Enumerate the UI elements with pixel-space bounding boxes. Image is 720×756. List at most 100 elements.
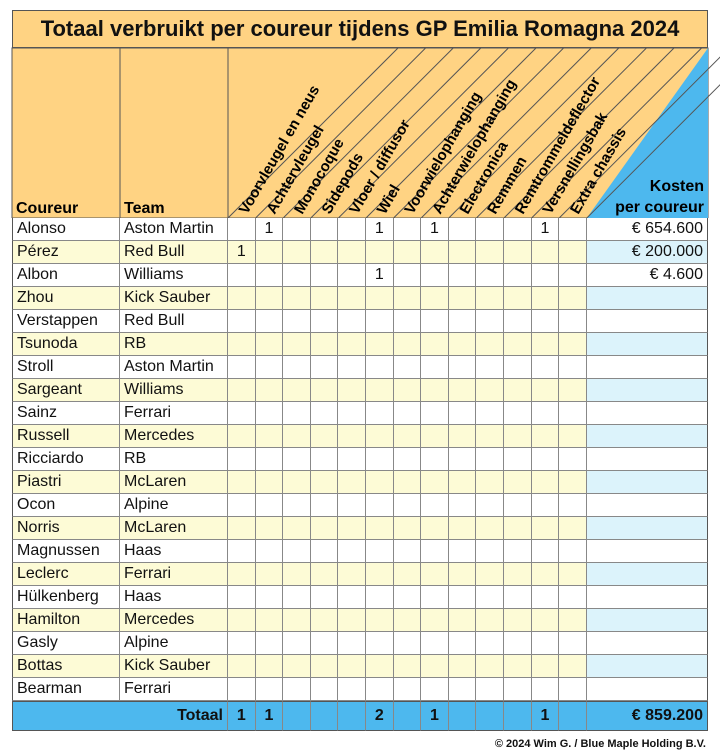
cost-cell: € 200.000 [586, 241, 708, 264]
table-title: Totaal verbruikt per coureur tijdens GP … [12, 10, 708, 48]
part-count-cell [255, 471, 284, 494]
part-count-cell [421, 586, 449, 609]
part-count-cell: 1 [421, 218, 449, 241]
part-count-cell [448, 287, 477, 310]
part-count-cell [421, 471, 449, 494]
part-count-cell [338, 494, 366, 517]
part-count-cell [283, 517, 311, 540]
part-count-cell [559, 356, 587, 379]
part-count-cell: 1 [255, 218, 284, 241]
part-count-cell [310, 609, 339, 632]
total-part-cell: 2 [366, 701, 394, 731]
part-count-cell [559, 333, 587, 356]
part-count-cell [476, 310, 504, 333]
part-count-cell [228, 586, 256, 609]
part-count-cell [421, 333, 449, 356]
part-count-cell [255, 563, 284, 586]
part-count-cell [366, 632, 394, 655]
team-cell: Alpine [120, 494, 228, 517]
part-count-cell [338, 448, 366, 471]
part-count-cell [228, 517, 256, 540]
part-count-cell [448, 586, 477, 609]
part-count-cell [476, 287, 504, 310]
part-count-cell [531, 379, 560, 402]
part-count-cell: 1 [366, 218, 394, 241]
part-count-cell [366, 241, 394, 264]
part-count-cell [559, 540, 587, 563]
part-count-cell [476, 563, 504, 586]
part-count-cell [421, 655, 449, 678]
team-cell: Ferrari [120, 678, 228, 701]
part-count-cell [310, 540, 339, 563]
driver-cell: Albon [12, 264, 120, 287]
part-count-cell [476, 218, 504, 241]
part-count-cell [531, 494, 560, 517]
cost-cell: € 4.600 [586, 264, 708, 287]
part-count-cell [338, 586, 366, 609]
part-count-cell [504, 218, 532, 241]
part-count-cell [393, 517, 422, 540]
part-count-cell [366, 563, 394, 586]
total-part-cell: 1 [255, 701, 284, 731]
team-cell: Aston Martin [120, 218, 228, 241]
part-count-cell [310, 402, 339, 425]
part-count-cell [366, 425, 394, 448]
part-count-cell [310, 494, 339, 517]
part-count-cell [421, 264, 449, 287]
cost-cell [586, 402, 708, 425]
driver-cell: Bearman [12, 678, 120, 701]
cost-cell: € 654.600 [586, 218, 708, 241]
part-count-cell [476, 425, 504, 448]
part-count-cell [338, 609, 366, 632]
part-count-cell [228, 402, 256, 425]
table-header: Coureur Team Voorvleugel en neusAchtervleu… [11, 47, 720, 218]
header-team: Team [124, 200, 165, 217]
part-count-cell [366, 655, 394, 678]
driver-cell: Alonso [12, 218, 120, 241]
part-count-cell [366, 517, 394, 540]
header-diagonal [448, 47, 620, 218]
part-count-cell [338, 425, 366, 448]
part-count-cell [421, 678, 449, 701]
part-count-cell [559, 218, 587, 241]
part-count-cell [338, 471, 366, 494]
part-count-cell [310, 655, 339, 678]
header-diagonal [310, 47, 482, 218]
team-cell: Alpine [120, 632, 228, 655]
part-count-cell [504, 448, 532, 471]
part-count-cell [504, 310, 532, 333]
part-count-cell [531, 517, 560, 540]
part-count-cell [476, 379, 504, 402]
driver-cell: Tsunoda [12, 333, 120, 356]
part-count-cell [531, 310, 560, 333]
total-part-cell: 1 [421, 701, 449, 731]
part-count-cell [310, 287, 339, 310]
cost-cell [586, 287, 708, 310]
part-count-cell [255, 655, 284, 678]
driver-cell: Russell [12, 425, 120, 448]
part-count-cell [476, 494, 504, 517]
part-count-cell [366, 310, 394, 333]
part-count-cell [531, 609, 560, 632]
part-count-cell [255, 333, 284, 356]
team-cell: McLaren [120, 517, 228, 540]
part-count-cell [310, 310, 339, 333]
part-count-cell [448, 609, 477, 632]
part-count-cell [476, 241, 504, 264]
part-count-cell [421, 402, 449, 425]
part-count-cell [531, 333, 560, 356]
cost-cell [586, 586, 708, 609]
part-count-cell [476, 402, 504, 425]
driver-cell: Sainz [12, 402, 120, 425]
part-count-cell [255, 678, 284, 701]
part-count-cell [504, 540, 532, 563]
part-count-cell [448, 241, 477, 264]
cost-cell [586, 632, 708, 655]
part-count-cell [283, 678, 311, 701]
part-count-cell [283, 218, 311, 241]
part-count-cell [255, 425, 284, 448]
driver-cell: Sargeant [12, 379, 120, 402]
part-count-cell [310, 264, 339, 287]
part-count-cell [559, 402, 587, 425]
part-count-cell [559, 264, 587, 287]
